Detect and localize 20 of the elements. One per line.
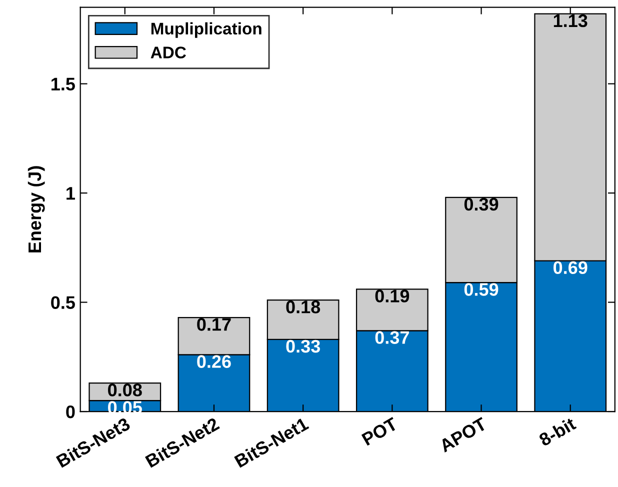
y-tick-label: 0.5 bbox=[51, 296, 75, 309]
x-tick-label: POT bbox=[361, 416, 399, 446]
data-label: 0.17 bbox=[197, 318, 231, 331]
data-label: 1.13 bbox=[554, 14, 588, 28]
y-tick-label: 1.5 bbox=[52, 78, 75, 90]
data-label: 0.19 bbox=[375, 290, 410, 302]
y-tick-label: 0 bbox=[66, 405, 75, 418]
legend-label: ADC bbox=[150, 46, 186, 58]
x-tick-label: 8-bit bbox=[538, 416, 577, 447]
data-label: 0.08 bbox=[108, 384, 142, 396]
data-label: 0.69 bbox=[554, 261, 588, 274]
y-tick-label: 1 bbox=[66, 187, 75, 200]
data-label: 0.33 bbox=[286, 340, 320, 353]
y-axis-title: Energy (J) bbox=[28, 166, 45, 252]
data-label: 0.26 bbox=[197, 355, 231, 368]
data-label: 0.18 bbox=[286, 300, 320, 314]
data-label: 0.37 bbox=[375, 331, 409, 344]
legend-label: Mupliplication bbox=[151, 22, 262, 38]
data-label: 0.39 bbox=[464, 198, 498, 211]
data-label: 0.59 bbox=[464, 283, 498, 296]
